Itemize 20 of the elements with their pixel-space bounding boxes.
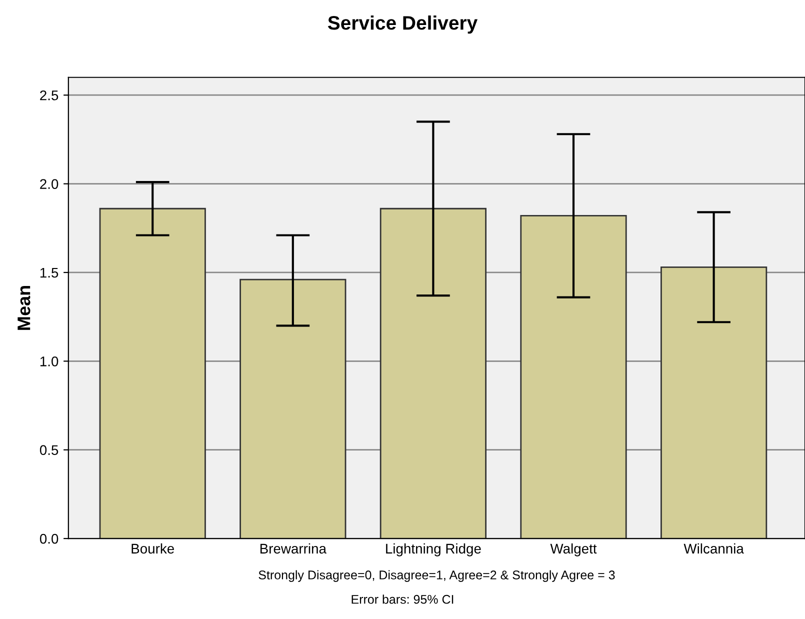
- x-tick-label: Lightning Ridge: [386, 543, 481, 556]
- text: Error bars: 95% CI: [352, 594, 454, 604]
- bar: [380, 208, 487, 539]
- x-axis-title: Strongly Disagree=0, Disagree=1, Agree=2 & Strongly Agree = 3: [258, 570, 615, 582]
- x-tick-label: Bourke: [132, 543, 174, 554]
- x-tick-label: Brewarrina: [260, 543, 326, 554]
- y-tick-label: 2.0: [40, 179, 58, 189]
- x-tick-label: Walgett: [550, 543, 597, 556]
- bar: [99, 208, 206, 539]
- y-tick-label: 2.5: [40, 90, 58, 100]
- y-tick-label: 1.5: [40, 268, 58, 278]
- y-axis-title: Mean: [18, 286, 30, 330]
- y-tick-label: 1.0: [40, 356, 58, 366]
- y-tick-label: 0.0: [40, 534, 58, 544]
- x-tick-label: Wilcannia: [684, 543, 744, 554]
- chart-title: Service Delivery: [328, 15, 478, 34]
- bar: [520, 215, 627, 539]
- bar: [660, 266, 768, 539]
- y-tick-label: 0.5: [40, 445, 58, 456]
- bar: [240, 278, 346, 539]
